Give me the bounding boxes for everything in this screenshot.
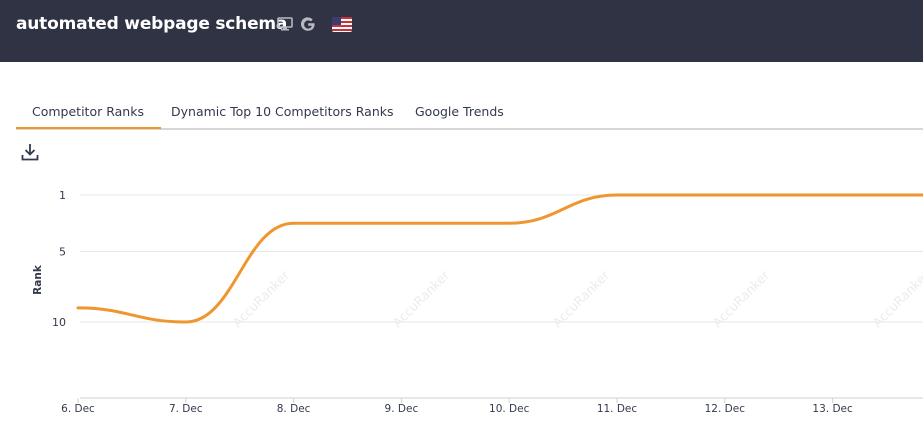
google-icon xyxy=(300,16,316,36)
x-tick-label: 11. Dec xyxy=(597,403,638,415)
x-tick-label: 6. Dec xyxy=(61,403,95,415)
page-title: automated webpage schema xyxy=(16,14,288,34)
tab-competitor-ranks[interactable]: Competitor Ranks xyxy=(16,104,161,129)
x-tick-label: 10. Dec xyxy=(489,403,530,415)
watermark-text: AccuRanker xyxy=(550,267,613,330)
us-flag-icon xyxy=(332,17,352,36)
tab-dynamic-top-10[interactable]: Dynamic Top 10 Competitors Ranks xyxy=(171,104,394,119)
watermark-text: AccuRanker xyxy=(710,267,773,330)
x-tick-label: 9. Dec xyxy=(385,403,419,415)
y-tick-label: 5 xyxy=(59,245,66,258)
download-icon[interactable] xyxy=(20,142,40,166)
top-header: automated webpage schema xyxy=(0,0,923,62)
rank-series-line xyxy=(76,193,923,324)
x-tick-label: 12. Dec xyxy=(705,403,746,415)
tab-google-trends[interactable]: Google Trends xyxy=(415,104,504,119)
y-axis-label: Rank xyxy=(32,264,44,295)
rank-chart: AccuRanker AccuRanker AccuRanker AccuRanker… xyxy=(32,189,923,415)
desktop-icon xyxy=(277,16,293,35)
x-tick-label: 7. Dec xyxy=(169,403,203,415)
watermark-text: AccuRanker xyxy=(390,267,453,330)
x-tick-label: 8. Dec xyxy=(277,403,311,415)
watermark-text: AccuRanker xyxy=(870,267,923,330)
y-tick-label: 10 xyxy=(52,316,66,329)
tab-bar: Competitor Ranks Dynamic Top 10 Competit… xyxy=(16,98,923,130)
y-tick-label: 1 xyxy=(59,189,66,202)
x-tick-label: 13. Dec xyxy=(812,403,853,415)
